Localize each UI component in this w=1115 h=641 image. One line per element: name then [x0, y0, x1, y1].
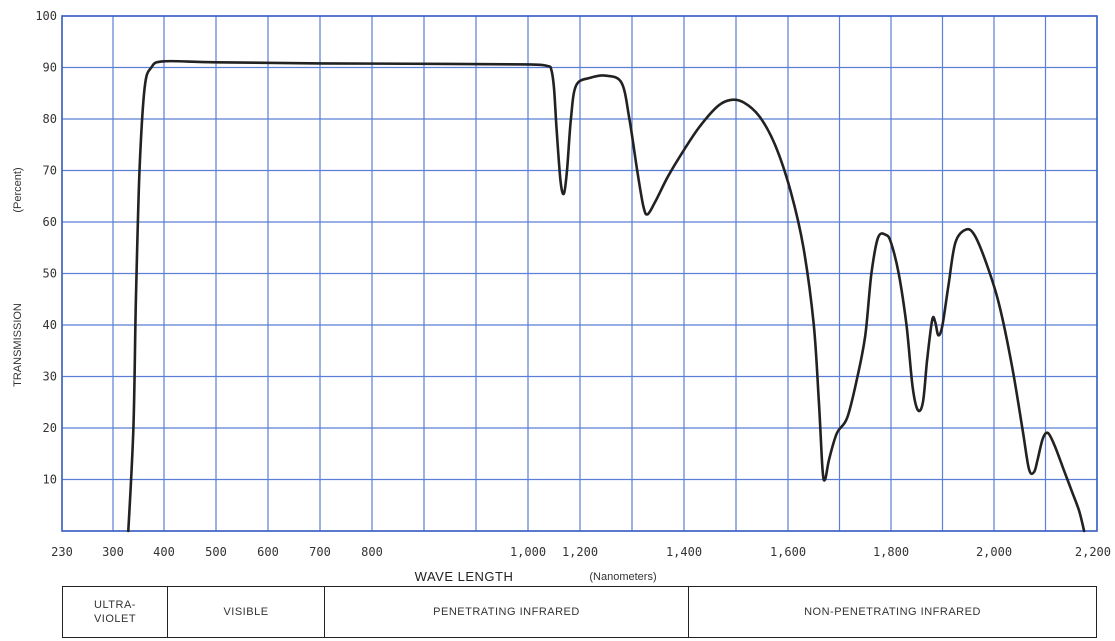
x-tick-label: 700	[309, 545, 331, 559]
transmission-series-line	[127, 59, 1086, 533]
x-axis-unit: (Nanometers)	[589, 571, 656, 583]
band-non-penetrating-infrared: NON-PENETRATING INFRARED	[804, 606, 981, 618]
y-tick-label: 80	[43, 112, 57, 126]
y-axis-label: TRANSMISSION	[12, 303, 24, 387]
y-tick-label: 20	[43, 421, 57, 435]
x-tick-label: 2,000	[976, 545, 1012, 559]
y-tick-label: 100	[35, 9, 57, 23]
y-tick-label: 70	[43, 164, 57, 178]
y-tick-label: 10	[43, 473, 57, 487]
band-visible: VISIBLE	[168, 587, 325, 637]
y-axis-unit: (Percent)	[12, 167, 24, 212]
x-tick-label: 500	[205, 545, 227, 559]
y-axis-ticks: 10 20 30 40 50 60 70 80 90 100	[35, 9, 57, 487]
x-tick-label: 1,600	[770, 545, 806, 559]
spectrum-bands: ULTRA- VIOLET VISIBLE PENETRATING INFRAR…	[62, 586, 1097, 638]
y-tick-label: 50	[43, 267, 57, 281]
band-ultraviolet: ULTRA- VIOLET	[63, 587, 168, 637]
grid	[61, 15, 1098, 532]
x-axis-label: WAVE LENGTH	[415, 569, 514, 584]
band-penetrating-infrared: PENETRATING INFRARED	[325, 587, 689, 637]
y-tick-label: 30	[43, 370, 57, 384]
x-axis-ticks: 230 300 400 500 600 700 800 1,000 1,200 1,400 1,60…	[51, 545, 1111, 559]
x-tick-label: 400	[153, 545, 175, 559]
x-tick-label: 1,800	[873, 545, 909, 559]
y-tick-label: 90	[43, 61, 57, 75]
y-tick-label: 60	[43, 215, 57, 229]
x-tick-label: 1,200	[562, 545, 598, 559]
transmission-chart: 10 20 30 40 50 60 70 80 90 100 230 300 400 500 600 700…	[12, 9, 1111, 584]
x-tick-label: 1,000	[510, 545, 546, 559]
x-tick-label: 2,200	[1075, 545, 1111, 559]
y-tick-label: 40	[43, 318, 57, 332]
plot-frame	[61, 15, 1098, 532]
x-tick-label: 800	[361, 545, 383, 559]
x-tick-label: 230	[51, 545, 73, 559]
x-tick-label: 600	[257, 545, 279, 559]
x-tick-label: 1,400	[666, 545, 702, 559]
x-tick-label: 300	[102, 545, 124, 559]
